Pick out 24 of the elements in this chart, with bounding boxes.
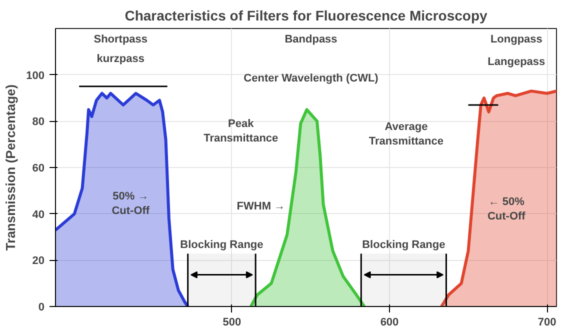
y-tick-label: 40 bbox=[32, 208, 45, 221]
annotation: kurzpass bbox=[96, 53, 144, 66]
annotation: Bandpass bbox=[284, 34, 338, 46]
y-axis-title: Transmission (Percentage) bbox=[3, 84, 18, 251]
y-tick-label: 20 bbox=[32, 255, 45, 268]
y-tick-label: 80 bbox=[32, 116, 45, 128]
annotation: 50% → Cut-Off bbox=[112, 190, 150, 217]
x-tick-label: 600 bbox=[380, 316, 399, 328]
annotation: FWHM → bbox=[236, 200, 286, 212]
band-label: Blocking Range bbox=[180, 239, 264, 252]
annotation: Center Wavelength (CWL) bbox=[244, 72, 379, 85]
x-tick-label: 500 bbox=[222, 316, 242, 328]
band-label: Blocking Range bbox=[362, 239, 446, 252]
annotation: Longpass bbox=[490, 34, 542, 46]
annotation: Shortpass bbox=[94, 34, 148, 46]
y-tick-label: 0 bbox=[38, 302, 45, 314]
annotation: Average Transmittance bbox=[368, 120, 444, 148]
chart-title: Characteristics of Filters for Fluorescence Microscopy bbox=[124, 8, 488, 24]
y-tick-label: 60 bbox=[32, 162, 45, 174]
x-tick-label: 700 bbox=[538, 316, 556, 328]
y-tick-label: 100 bbox=[26, 70, 45, 82]
annotation: Langepass bbox=[488, 56, 546, 68]
annotation: Peak Transmittance bbox=[204, 118, 278, 145]
annotation: ← 50% Cut-Off bbox=[487, 196, 526, 222]
